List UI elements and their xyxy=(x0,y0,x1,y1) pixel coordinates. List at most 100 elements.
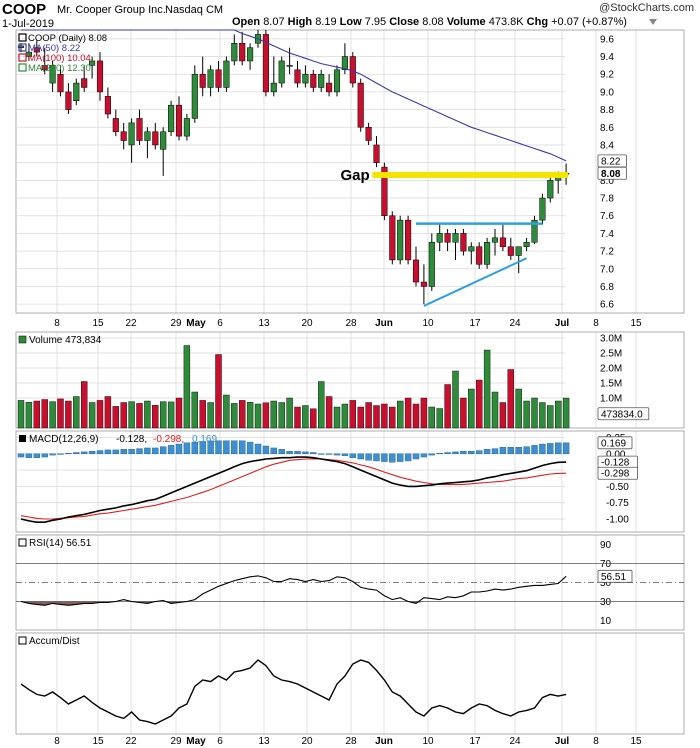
macd-histogram-bar xyxy=(499,447,507,455)
macd-histogram-bar xyxy=(136,448,143,455)
macd-histogram-bar xyxy=(73,452,80,455)
candle-down xyxy=(112,118,119,132)
ohlc-readout: Open 8.07 High 8.19 Low 7.95 Close 8.08 … xyxy=(232,16,627,28)
panel-frame-ad xyxy=(15,632,685,735)
candle-up xyxy=(341,56,348,71)
x-axis-label: May xyxy=(186,736,206,747)
candle-up xyxy=(286,65,293,67)
panel-frame-macd xyxy=(15,430,685,533)
candle-down xyxy=(152,131,159,146)
x-axis-label: 10 xyxy=(422,736,434,747)
high-value: 8.19 xyxy=(315,16,337,28)
macd-histogram-bar xyxy=(294,451,301,455)
rsi-line xyxy=(20,575,567,606)
volume-bar xyxy=(278,402,285,429)
accum-dist-legend: Accum/Dist xyxy=(29,636,80,647)
legend-swatch xyxy=(18,43,27,52)
macd-histogram-bar xyxy=(547,443,554,455)
x-axis-label: 24 xyxy=(509,736,521,747)
macd-legend-signal: -0.298, xyxy=(153,434,184,445)
candle-down xyxy=(104,96,111,115)
macd-histogram-bar xyxy=(531,445,538,455)
volume-bar xyxy=(238,400,246,429)
candle-up xyxy=(491,237,499,243)
x-axis-label: 13 xyxy=(258,318,270,329)
candle-down xyxy=(239,43,246,62)
volume-bar xyxy=(199,400,206,429)
x-axis-label: 17 xyxy=(469,736,481,747)
volume-bar xyxy=(365,402,372,429)
price-last-value-box xyxy=(597,166,627,180)
macd-histogram-bar xyxy=(507,447,514,455)
x-axis-label: 10 xyxy=(422,318,434,329)
volume-bar xyxy=(136,403,143,429)
volume-bar xyxy=(57,398,64,429)
candle-down xyxy=(136,118,143,141)
volume-bar xyxy=(104,396,112,429)
volume-bar xyxy=(404,397,412,429)
volume-legend-swatch xyxy=(18,335,27,344)
macd-histogram-bar xyxy=(452,451,459,455)
price-axis-tick: 6.8 xyxy=(600,282,614,293)
close-label: Close xyxy=(389,16,420,28)
price-legend-entry: MA(100) 10.04 xyxy=(28,53,91,64)
volume-bar xyxy=(483,349,491,429)
candle-down xyxy=(381,166,388,216)
x-axis-label: Jul xyxy=(555,736,570,747)
macd-histogram-bar xyxy=(270,447,277,455)
volume-axis-tick: 3.0M xyxy=(600,334,622,345)
x-axis-label: 20 xyxy=(301,736,313,747)
volume-axis-tick: 2.0M xyxy=(600,364,622,375)
macd-histogram-bar xyxy=(341,453,349,456)
legend-swatch xyxy=(18,63,27,72)
volume-bar xyxy=(325,396,333,429)
volume-bar xyxy=(555,400,562,429)
volume-bar xyxy=(167,401,175,429)
x-axis-label: 15 xyxy=(630,736,642,747)
macd-hist-last-value-box xyxy=(597,436,633,450)
candle-down xyxy=(365,127,372,141)
volume-last-value-box xyxy=(597,407,650,421)
macd-histogram-bar xyxy=(144,447,151,455)
candle-up xyxy=(302,73,309,84)
volume-bar xyxy=(41,399,48,429)
candle-up xyxy=(397,219,404,261)
candle-down xyxy=(326,82,333,93)
accum-dist-legend-swatch xyxy=(18,636,27,645)
macd-histogram-bar xyxy=(483,449,491,455)
volume-bar xyxy=(341,403,349,429)
candle-down xyxy=(476,246,483,265)
volume-bar xyxy=(452,370,459,429)
macd-histogram-bar xyxy=(444,452,451,455)
candle-up xyxy=(168,104,175,132)
volume-bar xyxy=(17,400,25,429)
candle-up xyxy=(49,65,56,84)
gap-label: Gap xyxy=(341,167,370,184)
candle-up xyxy=(333,69,341,93)
triangle-down-icon xyxy=(649,19,657,25)
macd-histogram-bar xyxy=(41,453,48,458)
macd-histogram-bar xyxy=(88,451,96,455)
candle-up xyxy=(128,122,135,146)
candle-down xyxy=(120,131,127,141)
x-axis-label: 29 xyxy=(170,736,182,747)
macd-line xyxy=(20,456,567,523)
rsi-legend-swatch xyxy=(18,538,27,547)
macd-histogram-bar xyxy=(562,442,570,455)
x-axis-label: 24 xyxy=(509,318,521,329)
volume-bar xyxy=(562,397,570,429)
macd-histogram-bar xyxy=(175,443,183,455)
price-axis-tick: 8.8 xyxy=(600,105,614,116)
volume-bar xyxy=(73,396,80,429)
candle-down xyxy=(57,73,64,93)
close-value: 8.08 xyxy=(422,16,444,28)
macd-histogram-bar xyxy=(223,440,230,455)
macd-histogram-bar xyxy=(246,441,254,455)
macd-histogram-bar xyxy=(254,443,262,455)
rsi-legend: RSI(14) 56.51 xyxy=(29,538,92,549)
volume-bar xyxy=(128,401,135,429)
low-value: 7.95 xyxy=(364,16,387,28)
macd-histogram-bar xyxy=(349,453,356,458)
macd-histogram-bar xyxy=(262,445,270,455)
macd-histogram-bar xyxy=(515,447,522,455)
